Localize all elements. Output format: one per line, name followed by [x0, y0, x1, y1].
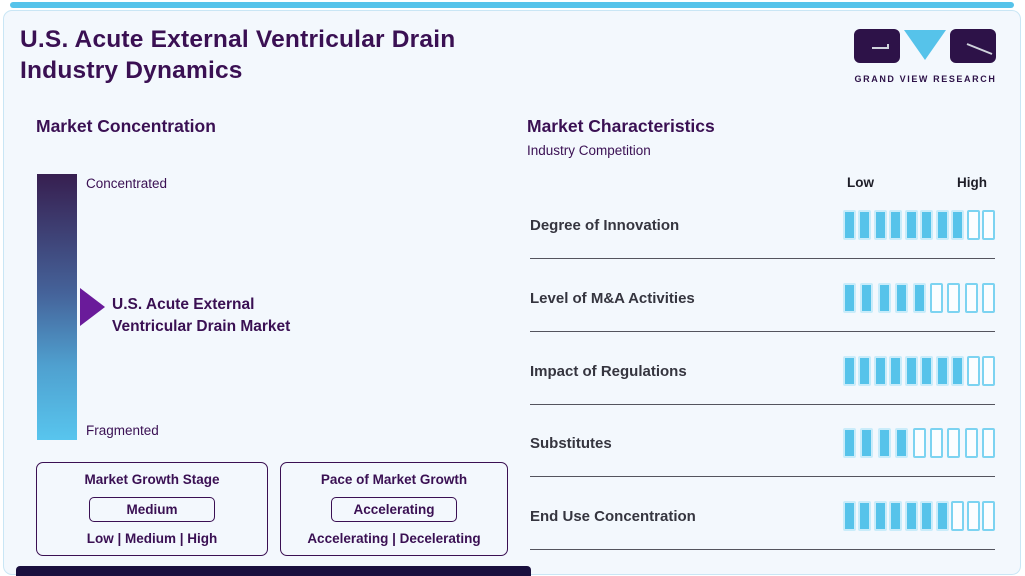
- characteristic-row: End Use Concentration: [530, 501, 995, 531]
- tick-filled: [920, 501, 934, 531]
- row-divider: [530, 258, 995, 259]
- page-title-line1: U.S. Acute External Ventricular Drain: [20, 26, 456, 53]
- tick-filled: [873, 210, 887, 240]
- fragmented-label: Fragmented: [86, 423, 159, 438]
- tick-filled: [843, 283, 856, 313]
- tick-filled: [873, 501, 887, 531]
- tick-empty: [912, 428, 926, 458]
- pace-of-growth-box: Pace of Market Growth Accelerating Accel…: [280, 462, 508, 556]
- characteristic-row: Substitutes: [530, 428, 995, 458]
- tick-filled: [889, 210, 903, 240]
- tick-filled: [858, 501, 872, 531]
- tick-empty: [982, 428, 995, 458]
- tick-empty: [964, 283, 978, 313]
- tick-filled: [843, 428, 856, 458]
- tick-filled: [843, 356, 856, 386]
- tick-empty: [981, 356, 995, 386]
- tick-filled: [951, 356, 965, 386]
- tick-filled: [904, 501, 918, 531]
- tick-filled: [860, 428, 874, 458]
- row-divider: [530, 404, 995, 405]
- row-divider: [530, 331, 995, 332]
- tick-empty: [982, 283, 995, 313]
- tick-empty: [947, 283, 961, 313]
- characteristic-label: Degree of Innovation: [530, 216, 680, 234]
- tick-filled: [873, 356, 887, 386]
- tick-empty: [981, 210, 995, 240]
- market-position-label: U.S. Acute External Ventricular Drain Ma…: [112, 294, 290, 337]
- page-title: U.S. Acute External Ventricular Drain In…: [20, 24, 455, 86]
- tick-filled: [843, 210, 856, 240]
- growth-stage-options: Low | Medium | High: [86, 531, 218, 546]
- scale-high-label: High: [957, 175, 987, 190]
- tick-filled: [904, 210, 918, 240]
- gvr-logo: GRAND VIEW RESEARCH: [854, 29, 997, 84]
- industry-competition-subheading: Industry Competition: [527, 143, 651, 158]
- tick-empty: [966, 356, 980, 386]
- tick-filled: [951, 210, 965, 240]
- tick-filled: [895, 428, 909, 458]
- rating-ticks: [843, 501, 995, 531]
- page-title-line2: Industry Dynamics: [20, 57, 243, 84]
- tick-filled: [920, 356, 934, 386]
- pace-options: Accelerating | Decelerating: [307, 531, 481, 546]
- tick-filled: [889, 356, 903, 386]
- row-divider: [530, 549, 995, 550]
- pace-title: Pace of Market Growth: [320, 472, 468, 487]
- rating-ticks: [843, 356, 995, 386]
- tick-filled: [935, 210, 949, 240]
- tick-filled: [912, 283, 926, 313]
- pace-value: Accelerating: [331, 496, 457, 522]
- tick-filled: [858, 356, 872, 386]
- growth-stage-title: Market Growth Stage: [84, 472, 220, 487]
- market-characteristics-heading: Market Characteristics: [527, 116, 715, 136]
- market-position-arrow-icon: [80, 288, 105, 326]
- tick-empty: [951, 501, 965, 531]
- tick-filled: [877, 283, 891, 313]
- concentration-gradient-bar: [37, 174, 77, 440]
- tick-empty: [981, 501, 995, 531]
- rating-ticks: [843, 210, 995, 240]
- concentrated-label: Concentrated: [86, 176, 168, 191]
- characteristic-label: Impact of Regulations: [530, 362, 687, 380]
- tick-filled: [920, 210, 934, 240]
- footer-accent-bar: [16, 566, 531, 576]
- tick-filled: [889, 501, 903, 531]
- market-growth-stage-box: Market Growth Stage Medium Low | Medium …: [36, 462, 268, 556]
- tick-filled: [935, 356, 949, 386]
- characteristic-row: Impact of Regulations: [530, 356, 995, 386]
- tick-empty: [929, 428, 943, 458]
- tick-filled: [895, 283, 909, 313]
- gvr-logo-text: GRAND VIEW RESEARCH: [854, 74, 997, 84]
- tick-filled: [935, 501, 949, 531]
- tick-empty: [964, 428, 978, 458]
- market-position-label-line1: U.S. Acute External: [112, 296, 255, 313]
- gvr-logo-mark: [854, 29, 996, 63]
- characteristic-label: End Use Concentration: [530, 507, 696, 525]
- rating-ticks: [843, 428, 995, 458]
- tick-filled: [860, 283, 874, 313]
- tick-empty: [929, 283, 943, 313]
- rating-ticks: [843, 283, 995, 313]
- tick-filled: [858, 210, 872, 240]
- tick-empty: [966, 501, 980, 531]
- growth-stage-value: Medium: [89, 496, 215, 522]
- tick-filled: [904, 356, 918, 386]
- characteristic-label: Substitutes: [530, 434, 612, 452]
- row-divider: [530, 476, 995, 477]
- scale-low-label: Low: [847, 175, 874, 190]
- characteristic-label: Level of M&A Activities: [530, 289, 695, 307]
- tick-empty: [947, 428, 961, 458]
- top-accent-bar: [10, 2, 1014, 8]
- characteristic-row: Degree of Innovation: [530, 210, 995, 240]
- characteristic-row: Level of M&A Activities: [530, 283, 995, 313]
- tick-filled: [843, 501, 856, 531]
- tick-filled: [877, 428, 891, 458]
- tick-empty: [966, 210, 980, 240]
- market-position-label-line2: Ventricular Drain Market: [112, 317, 291, 335]
- market-concentration-heading: Market Concentration: [36, 116, 216, 136]
